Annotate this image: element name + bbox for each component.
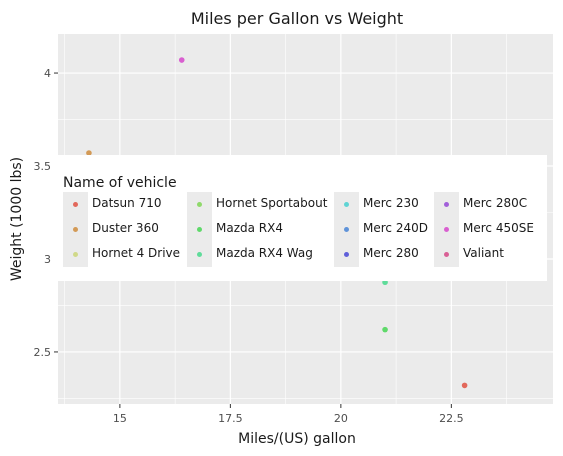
legend-key — [434, 217, 459, 242]
x-axis-label: Miles/(US) gallon — [238, 431, 356, 447]
legend-marker-icon — [73, 252, 78, 257]
legend-label: Duster 360 — [92, 221, 159, 235]
legend-key — [187, 217, 212, 242]
y-axis: 2.5 3 3.5 4 — [34, 67, 58, 359]
legend-marker-icon — [444, 252, 449, 257]
legend-key — [63, 192, 88, 217]
legend-marker-icon — [344, 227, 349, 232]
x-tick-label: 22.5 — [439, 412, 464, 425]
legend-marker-icon — [73, 227, 78, 232]
legend-title: Name of vehicle — [63, 175, 177, 191]
legend-marker-icon — [444, 227, 449, 232]
y-tick-label: 4 — [44, 67, 51, 80]
y-tick-label: 2.5 — [34, 346, 52, 359]
data-point-datsun-710 — [461, 382, 468, 389]
data-point-duster-360 — [86, 150, 92, 156]
legend-label: Merc 240D — [363, 221, 428, 235]
legend-label: Merc 280 — [363, 246, 419, 260]
chart-title: Miles per Gallon vs Weight — [191, 9, 403, 28]
legend-key — [63, 217, 88, 242]
legend-label: Merc 450SE — [463, 221, 534, 235]
legend-key — [334, 242, 359, 267]
y-tick-label: 3.5 — [34, 160, 52, 173]
legend-label: Mazda RX4 — [216, 221, 283, 235]
legend-label: Datsun 710 — [92, 196, 162, 210]
legend-key — [434, 192, 459, 217]
legend-marker-icon — [73, 202, 78, 207]
x-tick-label: 17.5 — [218, 412, 243, 425]
legend: Name of vehicle Datsun 710 Duster 360 Horn… — [51, 155, 547, 281]
legend-key — [63, 242, 88, 267]
data-point-merc-450se — [178, 57, 185, 63]
x-tick-label: 20 — [334, 412, 348, 425]
legend-key — [434, 242, 459, 267]
legend-label: Hornet Sportabout — [216, 196, 328, 210]
legend-marker-icon — [197, 252, 202, 257]
legend-marker-icon — [444, 202, 449, 207]
legend-label: Merc 280C — [463, 196, 528, 210]
legend-key — [187, 192, 212, 217]
legend-label: Hornet 4 Drive — [92, 246, 181, 260]
x-axis: 15 17.5 20 22.5 — [113, 404, 464, 425]
x-tick-label: 15 — [113, 412, 127, 425]
legend-marker-icon — [344, 202, 349, 207]
y-axis-label: Weight (1000 lbs) — [9, 157, 25, 281]
legend-label: Valiant — [463, 246, 504, 260]
legend-label: Merc 230 — [363, 196, 419, 210]
y-tick-label: 3 — [44, 253, 51, 266]
legend-marker-icon — [197, 202, 202, 207]
legend-key — [334, 217, 359, 242]
legend-label: Mazda RX4 Wag — [216, 246, 313, 260]
legend-key — [187, 242, 212, 267]
legend-marker-icon — [197, 227, 202, 232]
legend-key — [334, 192, 359, 217]
data-point-mazda-rx4 — [382, 326, 388, 333]
legend-marker-icon — [344, 252, 349, 257]
